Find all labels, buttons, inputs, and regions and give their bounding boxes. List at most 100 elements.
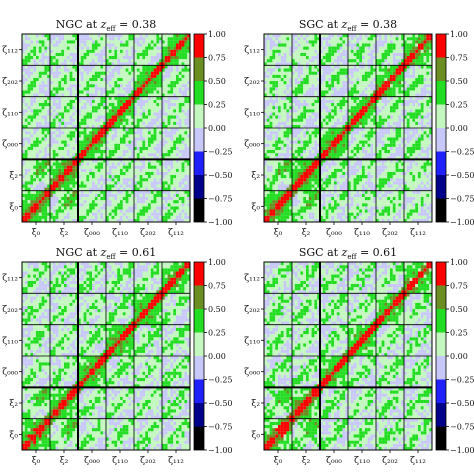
heatmap-cell xyxy=(334,206,337,210)
heatmap-cell xyxy=(75,187,79,191)
heatmap-cell xyxy=(111,46,115,50)
heatmap-cell xyxy=(86,52,90,56)
heatmap-cell xyxy=(178,190,182,194)
heatmap-cell xyxy=(170,74,174,78)
heatmap-cell xyxy=(52,178,56,182)
heatmap-cell xyxy=(47,203,51,207)
heatmap-cell xyxy=(103,46,107,50)
heatmap-cell xyxy=(145,175,149,179)
heatmap-cell xyxy=(350,162,354,166)
heatmap-cell xyxy=(30,59,34,63)
heatmap-cell xyxy=(125,146,129,150)
heatmap-cell xyxy=(75,34,79,38)
heatmap-cell xyxy=(86,218,90,223)
heatmap-cell xyxy=(22,106,25,110)
heatmap-cell xyxy=(159,146,163,150)
heatmap-cell xyxy=(176,181,179,185)
heatmap-cell xyxy=(114,153,118,157)
heatmap-cell xyxy=(184,121,188,125)
heatmap-cell xyxy=(176,190,179,194)
heatmap-cell xyxy=(50,37,53,41)
heatmap-cell xyxy=(75,49,79,53)
heatmap-cell xyxy=(120,212,123,216)
heatmap-cell xyxy=(47,168,51,172)
heatmap-cell xyxy=(334,175,337,179)
heatmap-cell xyxy=(173,209,177,213)
heatmap-cell xyxy=(75,153,79,157)
heatmap-cell xyxy=(111,193,115,197)
heatmap-cell xyxy=(423,187,427,191)
heatmap-cell xyxy=(145,218,149,223)
heatmap-cell xyxy=(30,52,34,56)
heatmap-cell xyxy=(145,106,149,110)
heatmap-cell xyxy=(106,55,109,60)
heatmap-cell xyxy=(345,153,349,157)
heatmap-cell xyxy=(280,156,284,160)
heatmap-cell xyxy=(187,159,191,163)
heatmap-cell xyxy=(33,212,37,216)
heatmap-cell xyxy=(66,128,70,132)
heatmap-cell xyxy=(131,74,135,78)
heatmap-cell xyxy=(353,212,357,216)
heatmap-cell xyxy=(27,71,31,75)
heatmap-cell xyxy=(395,215,399,219)
heatmap-cell xyxy=(181,34,185,38)
heatmap-cell xyxy=(418,168,421,172)
heatmap-cell xyxy=(317,153,321,157)
heatmap-cell xyxy=(314,193,318,197)
heatmap-cell xyxy=(320,181,323,185)
heatmap-cell xyxy=(97,212,101,216)
heatmap-cell xyxy=(187,162,191,166)
heatmap-cell xyxy=(322,215,326,219)
heatmap-cell xyxy=(100,165,104,169)
heatmap-cell xyxy=(412,209,416,213)
heatmap-cell xyxy=(306,153,309,157)
heatmap-cell xyxy=(111,215,115,219)
heatmap-cell xyxy=(52,140,56,144)
heatmap-cell xyxy=(24,71,28,75)
heatmap-cell xyxy=(94,165,98,169)
heatmap-cell xyxy=(409,215,413,219)
heatmap-cell xyxy=(44,68,48,72)
heatmap-cell xyxy=(173,49,177,53)
heatmap-cell xyxy=(325,162,329,166)
heatmap-cell xyxy=(350,190,354,194)
heatmap-cell xyxy=(30,49,34,53)
heatmap-cell xyxy=(100,209,104,213)
heatmap-cell xyxy=(283,175,287,179)
heatmap-cell xyxy=(80,87,84,91)
heatmap-cell xyxy=(328,200,332,204)
heatmap-cell xyxy=(131,206,135,210)
heatmap-cell xyxy=(97,96,101,100)
heatmap-cell xyxy=(170,52,174,56)
heatmap-cell xyxy=(117,218,121,223)
heatmap-cell xyxy=(38,43,42,47)
heatmap-cell xyxy=(278,184,281,188)
heatmap-cell xyxy=(117,215,121,219)
heatmap-cell xyxy=(33,74,37,78)
heatmap-cell xyxy=(164,65,168,69)
heatmap-cell xyxy=(36,81,39,85)
heatmap-cell xyxy=(122,87,126,91)
heatmap-cell xyxy=(184,34,188,38)
heatmap-cell xyxy=(162,206,165,210)
heatmap-cell xyxy=(348,190,351,194)
heatmap-cell xyxy=(142,96,146,100)
heatmap-cell xyxy=(55,128,59,132)
heatmap-cell xyxy=(387,181,391,185)
heatmap-cell xyxy=(264,215,267,219)
heatmap-cell xyxy=(36,59,39,63)
heatmap-cell xyxy=(339,215,343,219)
heatmap-cell xyxy=(404,209,407,213)
heatmap-cell xyxy=(83,87,87,91)
heatmap-cell xyxy=(75,128,79,132)
heatmap-cell xyxy=(272,215,276,219)
heatmap-cell xyxy=(159,187,163,191)
heatmap-cell xyxy=(398,203,402,207)
heatmap-cell xyxy=(64,140,67,144)
heatmap-cell xyxy=(24,102,28,107)
heatmap-cell xyxy=(423,200,427,204)
heatmap-cell xyxy=(181,153,185,157)
heatmap-cell xyxy=(94,215,98,219)
